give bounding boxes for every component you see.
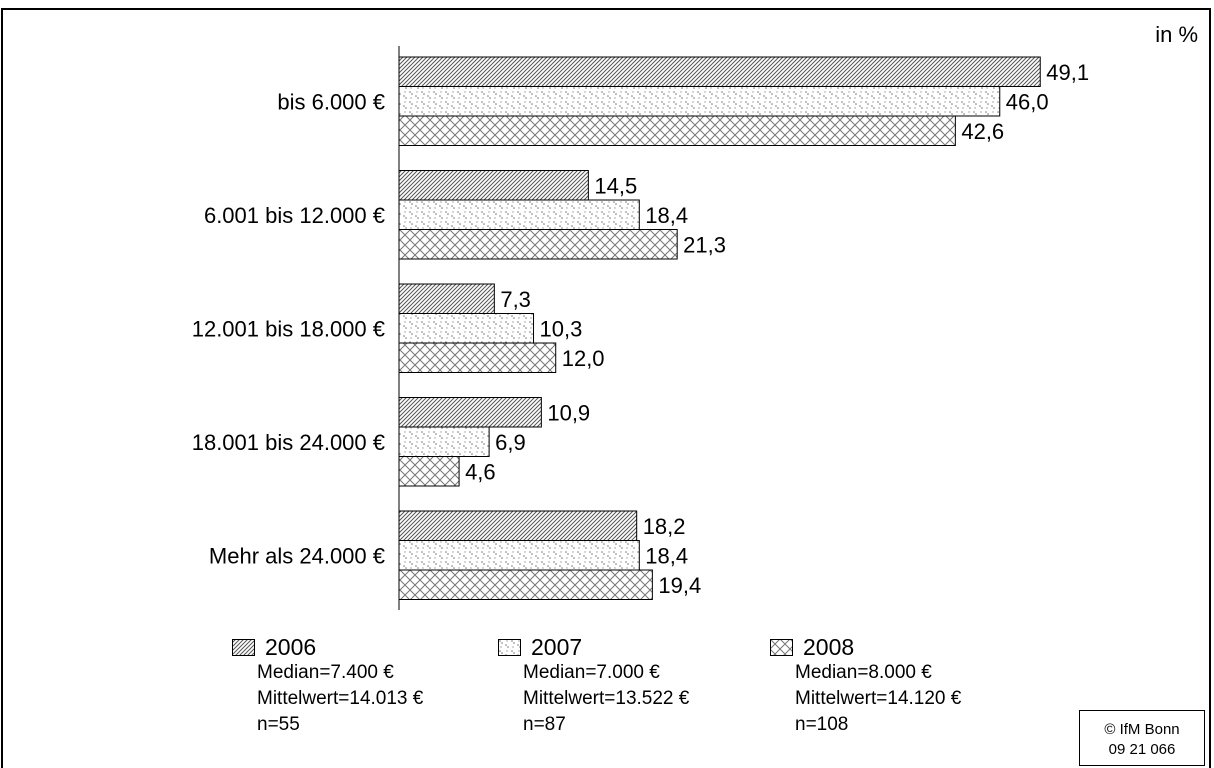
value-label: 10,9 [547, 400, 590, 425]
legend-mean: Mittelwert=13.522 € [523, 688, 690, 709]
value-label: 10,3 [540, 316, 583, 341]
legend-swatch [770, 638, 793, 656]
copyright-line2: 09 21 066 [1108, 741, 1176, 758]
legend-head: 2007 [498, 634, 689, 660]
legend-mean: Mittelwert=14.120 € [795, 688, 962, 709]
unit-label: in % [1155, 22, 1198, 47]
legend-median: Median=7.400 € [257, 662, 394, 683]
bar-2008 [398, 456, 460, 487]
copyright-box: © IfM Bonn 09 21 066 [1079, 710, 1205, 766]
bar-2008 [398, 229, 678, 260]
bar-2006 [398, 283, 495, 314]
bar-2007 [398, 313, 535, 344]
value-label: 7,3 [500, 287, 531, 312]
bar-2006 [398, 510, 638, 541]
category-label: 6.001 bis 12.000 € [204, 203, 385, 228]
bar-2007 [398, 199, 640, 230]
legend-head: 2006 [232, 634, 423, 660]
legend-swatch [498, 638, 521, 656]
legend-mean: Mittelwert=14.013 € [257, 688, 424, 709]
value-label: 19,4 [658, 573, 701, 598]
legend-year: 2006 [265, 633, 317, 660]
legend-item-2007: 2007 Median=7.000 € Mittelwert=13.522 € n=8… [498, 634, 689, 738]
legend-median: Median=7.000 € [523, 662, 660, 683]
value-label: 18,2 [643, 514, 686, 539]
legend-n: n=108 [795, 714, 849, 735]
legend-swatch [232, 638, 255, 656]
legend-n: n=87 [523, 714, 566, 735]
value-label: 42,6 [961, 119, 1004, 144]
value-label: 12,0 [562, 346, 605, 371]
bar-2006 [398, 170, 589, 201]
legend-median: Median=8.000 € [795, 662, 932, 683]
value-label: 6,9 [495, 430, 526, 455]
bar-2008 [398, 569, 653, 600]
legend-n: n=55 [257, 714, 300, 735]
bar-2007 [398, 86, 1001, 117]
value-label: 14,5 [594, 173, 637, 198]
chart-frame [1, 8, 1211, 768]
bar-2007 [398, 540, 640, 571]
value-label: 21,3 [683, 232, 726, 257]
bar-2006 [398, 397, 542, 428]
value-label: 18,4 [645, 203, 688, 228]
category-label: bis 6.000 € [277, 89, 385, 114]
bar-2006 [398, 56, 1041, 87]
legend-head: 2008 [770, 634, 961, 660]
bar-2007 [398, 426, 490, 457]
value-label: 49,1 [1046, 60, 1089, 85]
legend-item-2008: 2008 Median=8.000 € Mittelwert=14.120 € n=1… [770, 634, 961, 738]
copyright-line1: © IfM Bonn [1104, 721, 1180, 738]
category-label: Mehr als 24.000 € [209, 543, 385, 568]
category-label: 18.001 bis 24.000 € [192, 430, 385, 455]
bar-2008 [398, 115, 956, 146]
legend-year: 2007 [531, 633, 583, 660]
legend-item-2006: 2006 Median=7.400 € Mittelwert=14.013 € n=5… [232, 634, 423, 738]
value-label: 4,6 [465, 459, 496, 484]
value-label: 46,0 [1006, 89, 1049, 114]
value-label: 18,4 [645, 543, 688, 568]
legend-year: 2008 [803, 633, 855, 660]
bar-2008 [398, 342, 557, 373]
category-label: 12.001 bis 18.000 € [192, 316, 385, 341]
